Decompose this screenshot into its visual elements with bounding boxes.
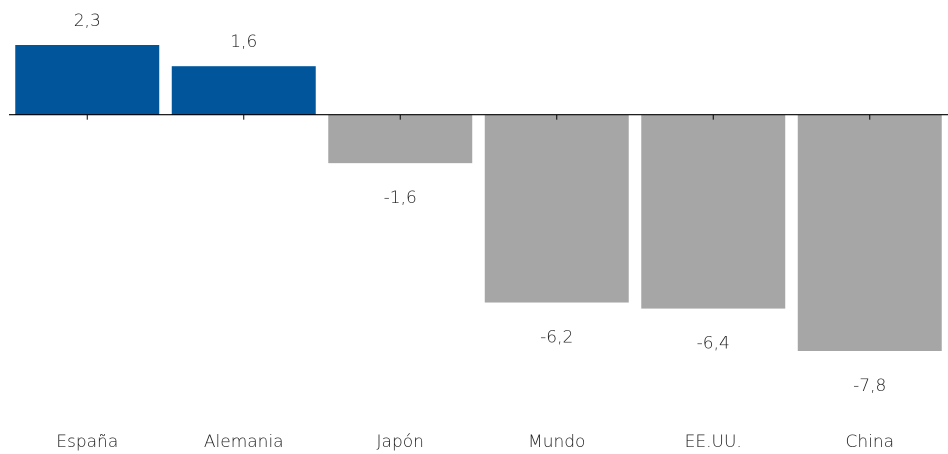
x-tick-label: Alemania bbox=[204, 432, 284, 452]
bar bbox=[484, 114, 629, 303]
bar bbox=[328, 114, 473, 164]
x-tick-label: España bbox=[56, 432, 118, 452]
x-tick-label: EE.UU. bbox=[685, 432, 742, 452]
x-tick-label: China bbox=[845, 432, 894, 452]
bar bbox=[15, 45, 160, 115]
value-label: 1,6 bbox=[230, 32, 257, 52]
bar bbox=[797, 114, 942, 351]
value-label: -1,6 bbox=[384, 188, 417, 208]
x-tick-label: Mundo bbox=[528, 432, 585, 452]
bar bbox=[641, 114, 786, 309]
value-label: -6,2 bbox=[540, 328, 573, 348]
bar bbox=[171, 66, 316, 115]
value-label: 2,3 bbox=[74, 11, 101, 31]
value-label: -7,8 bbox=[853, 376, 886, 396]
value-label: -6,4 bbox=[697, 334, 730, 354]
x-tick-label: Japón bbox=[377, 432, 424, 452]
